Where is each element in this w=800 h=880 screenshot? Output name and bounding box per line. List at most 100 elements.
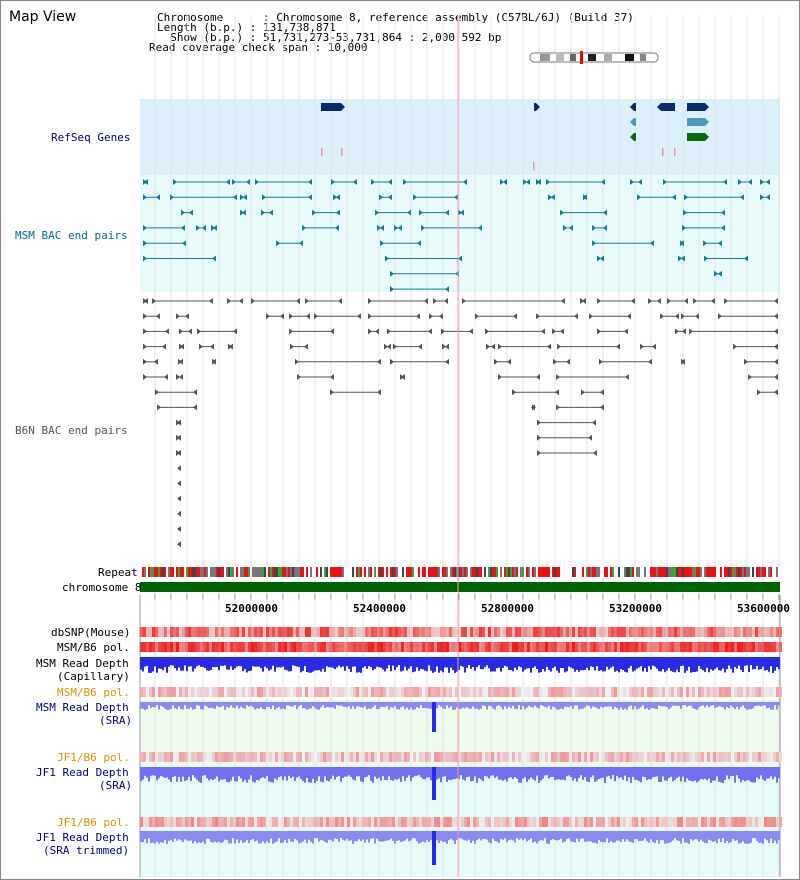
msm-bac-pair-end [385,255,389,262]
depth-bar [192,767,194,776]
track-label-msm-depth-sra[interactable]: MSM Read Depth [36,701,129,714]
heat-cell [161,642,164,652]
refseq-genes-layer[interactable] [321,103,709,170]
depth-bar [258,702,260,709]
track-label-refseq[interactable]: RefSeq Genes [51,131,131,144]
msm-bac-pair-end [299,240,303,247]
b6n-bac-layer[interactable] [143,298,778,548]
repeat-element [520,567,522,577]
depth-bar [548,657,550,670]
heat-cell [740,627,743,637]
depth-bar [468,767,470,777]
msm-bac-pair-end [548,194,552,201]
depth-bar [158,831,160,844]
track-label-b6n-bac[interactable]: B6N BAC end pairs [15,424,128,437]
b6n-bac-pair-end [553,358,557,365]
heat-cell [455,642,458,652]
heat-cell [425,817,428,827]
heat-cell [377,752,380,762]
depth-bar [304,657,306,667]
msm-bac-pair-end [276,240,280,247]
chromosome-ideogram[interactable] [529,51,659,64]
depth-bar [202,831,204,842]
b6n-bac-pair-end [152,298,156,304]
track-label-msm-pol-sra[interactable]: MSM/B6 pol. [57,686,130,699]
depth-bar [688,657,690,667]
heat-cell [560,642,563,652]
depth-bar [564,767,566,781]
track-label-jf1-pol[interactable]: JF1/B6 pol. [57,751,130,764]
depth-bar [464,702,466,709]
heat-cell [323,687,326,697]
track-label-msm-bac[interactable]: MSM BAC end pairs [15,229,128,242]
depth-bar [210,657,212,670]
repeat-element [400,567,402,577]
msm-bac-pair-end [714,270,718,277]
depth-bar [612,702,614,710]
heat-cell [716,752,719,762]
depth-bar [212,702,214,709]
track-label-jf1-pol-trimmed[interactable]: JF1/B6 pol. [57,816,130,829]
track-label-repeat[interactable]: Repeat [98,566,138,579]
depth-bar [486,831,488,840]
depth-bar [580,657,582,671]
heat-cell [155,627,158,637]
heat-cell [236,817,239,827]
depth-bar [362,657,364,668]
track-label-msm-pol[interactable]: MSM/B6 pol. [57,641,130,654]
depth-bar [162,767,164,777]
depth-bar [476,767,478,783]
repeat-element [768,567,770,577]
heat-cell [149,627,152,637]
repeat-element [388,567,390,577]
track-label-msm-depth-cap[interactable]: MSM Read Depth [36,657,129,670]
depth-bar [400,831,402,843]
depth-bar [530,831,532,839]
depth-bar [554,767,556,781]
depth-bar [274,657,276,672]
ideogram-band [540,54,550,61]
msm-bac-layer[interactable] [143,179,770,293]
depth-bar [510,767,512,778]
heat-cell [590,817,593,827]
depth-bar [324,657,326,672]
heat-cell [311,817,314,827]
repeat-element [162,567,164,577]
depth-bar [758,657,760,670]
depth-bar [400,767,402,782]
track-label-jf1-depth-sra[interactable]: JF1 Read Depth [36,766,129,779]
track-label-dbsnp[interactable]: dbSNP(Mouse) [51,626,131,639]
depth-bar [342,702,344,707]
depth-bar [484,657,486,668]
depth-bar [506,657,508,667]
depth-bar [764,767,766,781]
depth-bar [212,657,214,668]
depth-bar [206,702,208,707]
depth-bar [590,702,592,709]
heat-cell [308,752,311,762]
heat-cell [554,752,557,762]
heat-cell [641,817,644,827]
track-label-chromosome[interactable]: chromosome 8 [62,581,142,594]
depth-bar [766,831,768,841]
depth-bar [468,831,470,840]
repeat-element [480,567,482,577]
depth-bar [312,702,314,707]
depth-bar [174,831,176,839]
depth-bar [638,657,640,668]
repeat-element [698,567,700,577]
heat-cell [467,752,470,762]
depth-bar [628,702,630,707]
depth-bar [566,767,568,777]
repeat-element [150,567,152,577]
depth-bar [330,702,332,708]
repeat-element [280,567,282,577]
track-label-jf1-depth-trimmed[interactable]: JF1 Read Depth [36,831,129,844]
heat-cell [584,752,587,762]
depth-bar [470,702,472,709]
heat-cell [758,627,761,637]
heat-cell [218,817,221,827]
depth-bar [402,657,404,671]
depth-bar [218,767,220,782]
